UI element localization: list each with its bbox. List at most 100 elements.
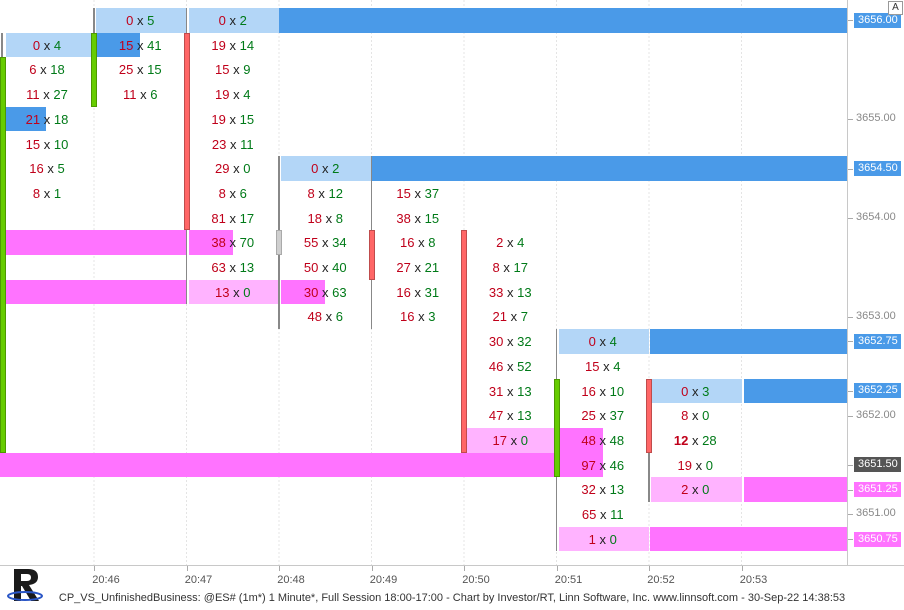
bid-volume: 55 xyxy=(303,235,319,251)
volume-separator: x xyxy=(318,260,333,275)
ask-volume: 6 xyxy=(150,87,158,103)
footprint-cell: 30 x 32 xyxy=(470,329,550,354)
volume-separator: x xyxy=(410,210,425,226)
ask-volume: 17 xyxy=(239,210,255,226)
volume-separator: x xyxy=(414,309,429,325)
bid-volume: 12 xyxy=(673,432,689,448)
bid-volume: 63 xyxy=(211,260,226,275)
footprint-highlight xyxy=(96,8,187,33)
ask-volume: 32 xyxy=(517,334,532,350)
ask-volume: 0 xyxy=(702,482,710,498)
volume-separator: x xyxy=(229,87,244,103)
footprint-cell: 16 x 3 xyxy=(378,304,458,329)
bid-volume: 29 xyxy=(215,161,230,177)
bid-volume: 50 xyxy=(303,260,319,275)
footprint-cell: 1 x 0 xyxy=(563,527,643,552)
volume-separator: x xyxy=(410,284,425,300)
volume-separator: x xyxy=(503,235,518,251)
price-tag: 3650.75 xyxy=(854,531,901,547)
ask-volume: 40 xyxy=(332,260,347,275)
volume-separator: x xyxy=(595,383,610,399)
footprint-cell: 32 x 13 xyxy=(563,477,643,502)
bid-volume: 19 xyxy=(211,37,226,53)
time-label: 20:53 xyxy=(739,574,768,586)
bid-volume: 25 xyxy=(118,62,134,78)
time-axis[interactable]: 20:46 20:47 20:48 20:49 20:50 20:51 20:52 20:53 xyxy=(0,565,904,591)
bid-volume: 8 xyxy=(218,185,226,201)
footprint-cell: 46 x 52 xyxy=(470,354,550,379)
footprint-cell: 15 x 37 xyxy=(378,181,458,206)
axis-autoscale-toggle[interactable]: A xyxy=(888,1,903,15)
bid-volume: 8 xyxy=(32,185,41,201)
ask-volume: 3 xyxy=(428,309,436,325)
candle-body xyxy=(91,32,97,107)
bid-volume: 16 xyxy=(396,284,411,300)
bid-volume: 97 xyxy=(581,457,596,473)
volume-separator: x xyxy=(225,260,240,275)
ask-volume: 11 xyxy=(240,136,254,152)
footprint-cell: 31 x 13 xyxy=(470,379,550,404)
price-tick xyxy=(848,464,853,466)
price-tick xyxy=(848,20,853,22)
price-tick xyxy=(848,119,853,121)
price-axis[interactable]: 3656.00 3655.00 3654.50 3654.00 3653.00 3652.… xyxy=(847,0,904,565)
volume-separator: x xyxy=(40,37,54,53)
volume-separator: x xyxy=(688,482,703,498)
footprint-cell: 19 x 4 xyxy=(193,82,273,107)
ask-volume: 13 xyxy=(517,383,532,399)
bid-volume: 48 xyxy=(307,309,322,325)
volume-separator: x xyxy=(229,284,244,300)
footprint-cell: 48 x 48 xyxy=(563,428,643,453)
time-tick xyxy=(94,566,95,571)
unfinished-business-band xyxy=(744,477,847,502)
ask-volume: 15 xyxy=(239,111,255,127)
ask-volume: 3 xyxy=(702,383,710,399)
volume-separator: x xyxy=(318,284,333,300)
ask-volume: 11 xyxy=(610,507,624,522)
footprint-cell: 23 x 11 xyxy=(193,132,273,157)
ask-volume: 0 xyxy=(520,432,528,448)
ask-volume: 4 xyxy=(609,334,617,350)
volume-separator: x xyxy=(225,210,240,226)
ask-volume: 13 xyxy=(609,482,625,498)
price-tag: 3654.50 xyxy=(854,161,901,177)
bid-volume: 23 xyxy=(211,136,227,152)
footprint-cell: 6 x 18 xyxy=(7,57,87,82)
footprint-highlight xyxy=(188,230,233,255)
footprint-cell: 8 x 17 xyxy=(470,255,550,280)
ask-volume: 17 xyxy=(513,260,528,275)
ask-volume: 18 xyxy=(50,62,65,78)
volume-separator: x xyxy=(595,334,610,350)
unfinished-business-band xyxy=(372,156,847,181)
ask-volume: 1 xyxy=(53,185,62,201)
footprint-highlight xyxy=(188,8,279,33)
price-tick xyxy=(848,217,853,219)
bid-volume: 0 xyxy=(32,37,41,53)
footprint-cell: 2 x 4 xyxy=(470,230,550,255)
bid-volume: 15 xyxy=(118,37,134,53)
volume-separator: x xyxy=(595,432,610,448)
footprint-highlight xyxy=(6,106,46,132)
footprint-cell: 8 x 12 xyxy=(285,181,365,206)
ask-volume: 10 xyxy=(609,383,625,399)
ask-volume: 0 xyxy=(609,531,617,547)
volume-separator: x xyxy=(414,235,429,251)
bid-volume: 65 xyxy=(581,507,597,522)
footprint-cell: 38 x 70 xyxy=(193,230,273,255)
time-tick xyxy=(279,566,280,571)
volume-separator: x xyxy=(225,185,240,201)
ask-volume: 0 xyxy=(243,161,251,177)
ask-volume: 21 xyxy=(424,260,440,275)
bid-volume: 25 xyxy=(581,408,596,424)
volume-separator: x xyxy=(225,235,240,251)
volume-separator: x xyxy=(40,185,54,201)
candle-body xyxy=(276,230,282,255)
price-tag: 3652.75 xyxy=(854,333,901,349)
footprint-highlight xyxy=(466,427,557,453)
ask-volume: 13 xyxy=(517,408,532,424)
bid-volume: 0 xyxy=(311,161,319,177)
ask-volume: 46 xyxy=(609,457,625,473)
bid-volume: 32 xyxy=(581,482,596,498)
unfinished-business-band xyxy=(0,452,558,478)
